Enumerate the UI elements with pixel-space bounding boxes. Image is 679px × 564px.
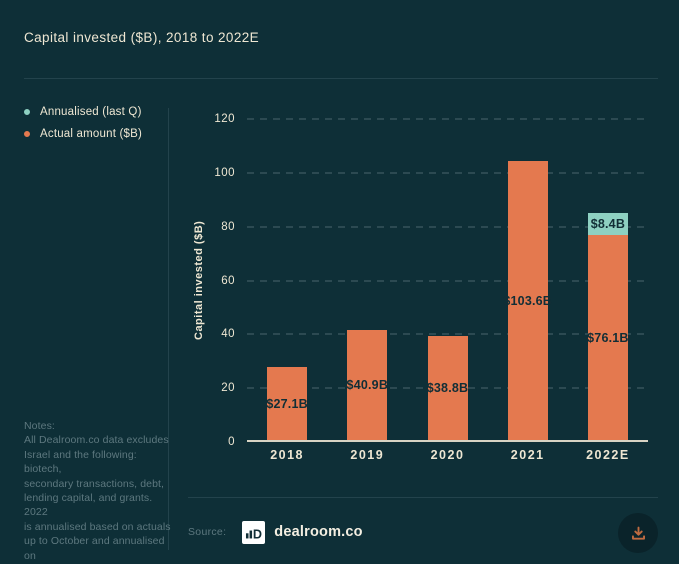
source-row: Source: D dealroom.co [188, 515, 363, 549]
download-button[interactable] [618, 513, 658, 553]
legend-chart-divider [168, 108, 169, 550]
bar-value-label: $27.1B [266, 396, 308, 411]
chart-legend: Annualised (last Q) Actual amount ($B) [24, 106, 142, 150]
bar-segment: $38.8B [426, 335, 469, 440]
legend-ring-icon [24, 109, 30, 115]
gridline-120 [247, 118, 648, 120]
y-tick-0: 0 [228, 436, 235, 448]
notes-line: up to October and annualised on [24, 535, 165, 562]
bar-2022E[interactable]: $76.1B $8.4B [587, 212, 629, 440]
y-tick-40: 40 [221, 328, 235, 341]
x-tick-2020: 2020 [430, 448, 465, 462]
notes-line: lending capital, and grants. 2022 [24, 492, 153, 519]
legend-item-label: Annualised (last Q) [40, 106, 142, 118]
bar-2021[interactable]: $103.6B [503, 161, 552, 440]
y-tick-120: 120 [214, 113, 235, 125]
page-title: Capital invested ($B), 2018 to 2022E [24, 30, 260, 45]
dealroom-logo-icon[interactable]: D [242, 520, 266, 544]
y-axis-ticks: 0 20 40 60 80 100 120 [185, 113, 235, 448]
y-tick-20: 20 [221, 382, 235, 395]
svg-text:D: D [253, 527, 262, 541]
plot-area: $27.1B $40.9B $38.8B $103.6B $76.1B $8.4B [247, 118, 648, 442]
bar-2019[interactable]: $40.9B [346, 329, 389, 440]
legend-ring-icon [24, 131, 30, 137]
notes-heading: Notes: [24, 420, 55, 432]
gridline-80 [247, 225, 648, 228]
notes-line: Israel and the following: biotech, [24, 448, 137, 476]
legend-item-label: Actual amount ($B) [40, 128, 143, 140]
source-divider [188, 497, 658, 498]
bar-value-label: $8.4B [590, 216, 626, 231]
legend-item-1[interactable]: Actual amount ($B) [24, 128, 142, 140]
x-tick-2018: 2018 [270, 448, 304, 462]
notes-line: is annualised based on actuals [24, 520, 171, 533]
notes-text: All Dealroom.co data excludes Israel and … [24, 433, 174, 564]
bar-2020[interactable]: $38.8B [426, 335, 469, 440]
gridline-60 [247, 279, 648, 282]
y-tick-80: 80 [221, 220, 235, 233]
bar-segment: $27.1B [266, 367, 308, 440]
bar-segment: $103.6B [503, 161, 552, 440]
gridline-40 [247, 333, 648, 336]
download-icon [629, 524, 648, 543]
x-axis-labels: 2018 2019 2020 2021 2022E [247, 448, 648, 462]
bar-value-label: $40.9B [346, 377, 389, 392]
x-tick-2022E: 2022E [586, 448, 630, 462]
notes-line: secondary transactions, debt, [24, 477, 165, 490]
x-tick-2019: 2019 [350, 448, 385, 462]
source-label: Source: [188, 526, 227, 538]
gridline-100 [247, 171, 648, 174]
legend-item-0[interactable]: Annualised (last Q) [24, 106, 142, 118]
bar-segment: $76.1B [587, 235, 629, 440]
bar-segment: $8.4B [587, 212, 628, 236]
bar-value-label: $76.1B [587, 330, 629, 345]
title-divider [24, 78, 658, 79]
y-tick-60: 60 [221, 274, 235, 287]
bar-2018[interactable]: $27.1B [266, 367, 308, 440]
bar-segment: $40.9B [346, 329, 389, 440]
notes-line: All Dealroom.co data excludes [24, 434, 169, 447]
x-tick-2021: 2021 [510, 448, 545, 462]
bar-value-label: $38.8B [426, 380, 469, 395]
bar-value-label: $103.6B [503, 293, 553, 308]
y-tick-100: 100 [214, 166, 235, 179]
brand-name[interactable]: dealroom.co [274, 524, 363, 540]
notes-block: Notes: All Dealroom.co data excludes Isra… [24, 419, 174, 564]
